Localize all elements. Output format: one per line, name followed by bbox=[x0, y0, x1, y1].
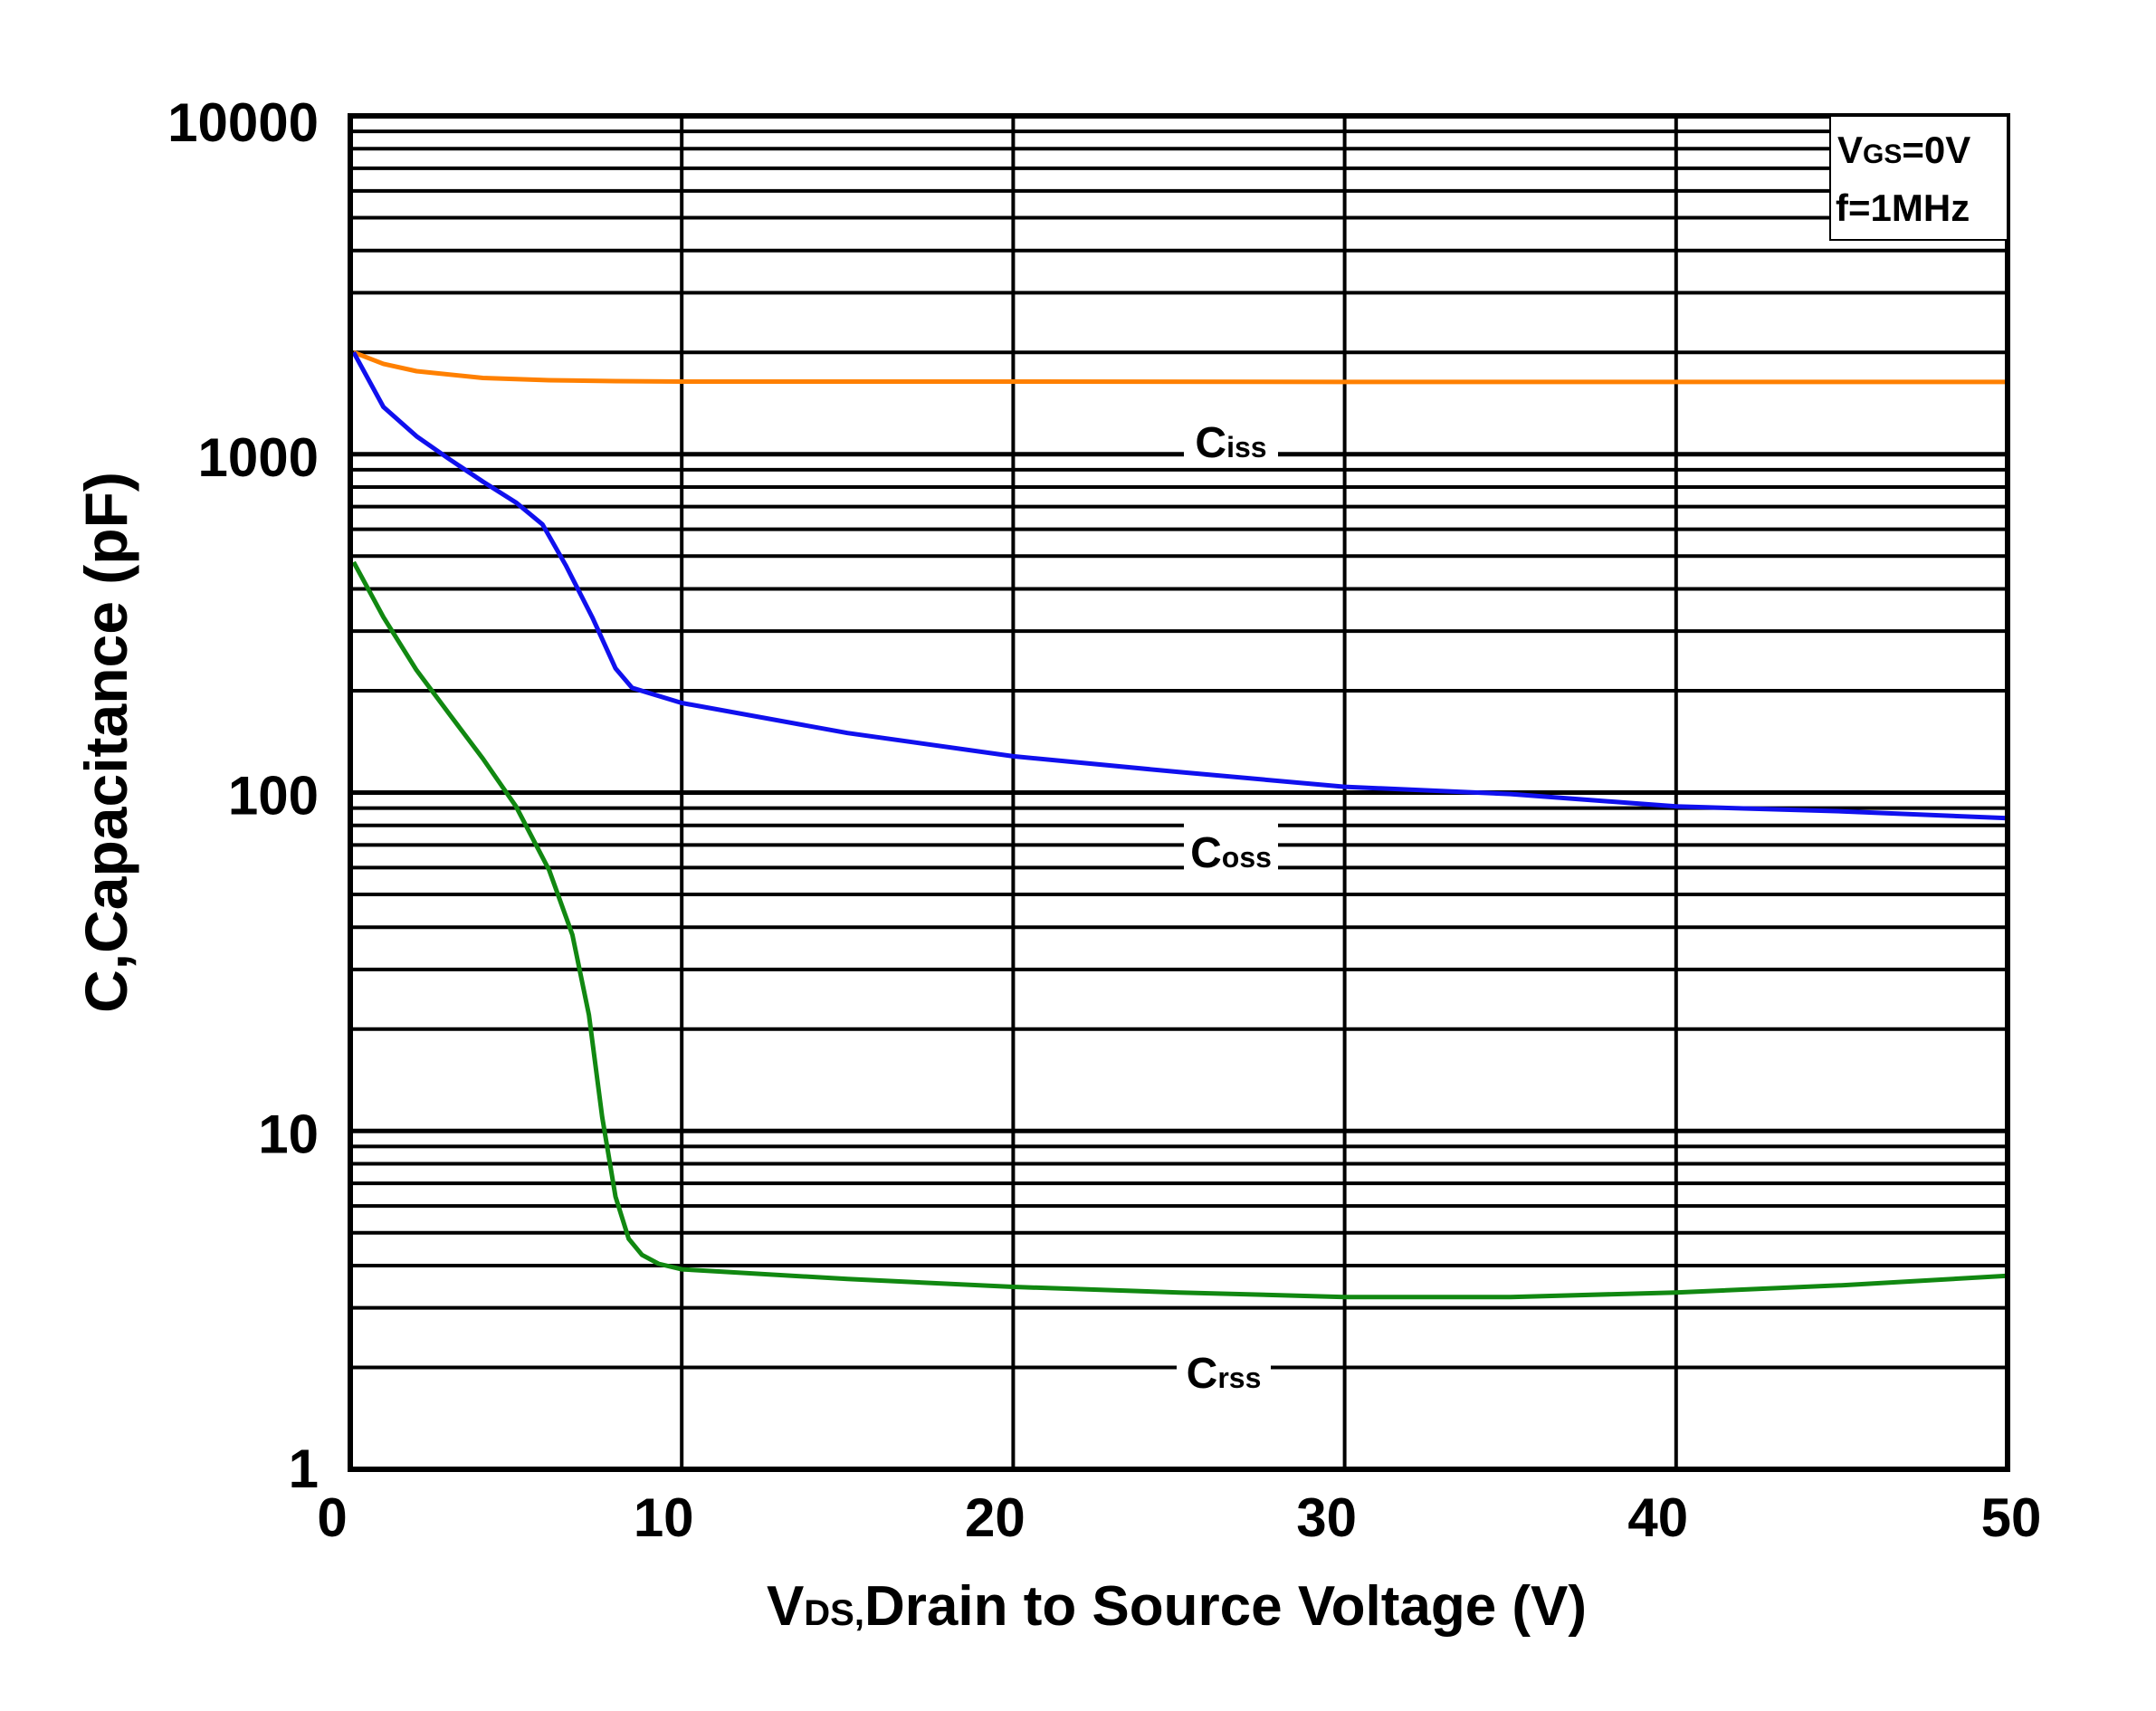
y-tick-label: 1 bbox=[289, 1439, 319, 1499]
series-line-coss bbox=[351, 351, 2008, 821]
x-axis-title: VDS,Drain to Source Voltage (V) bbox=[767, 1575, 1587, 1638]
conditions-line2: f=1MHz bbox=[1836, 186, 1970, 229]
y-tick-label: 10 bbox=[258, 1104, 319, 1164]
series-label-ciss: Ciss bbox=[1195, 419, 1266, 467]
y-tick-label: 1000 bbox=[198, 427, 319, 488]
grid bbox=[348, 116, 2009, 1472]
series-label-bg bbox=[1177, 1341, 1271, 1397]
x-tick-label: 50 bbox=[1981, 1487, 2042, 1548]
x-tick-label: 40 bbox=[1627, 1487, 1688, 1548]
conditions-box: VGS=0V f=1MHz bbox=[1829, 115, 2008, 241]
x-axis-title-main: V bbox=[767, 1575, 804, 1638]
series-label-main: C bbox=[1195, 419, 1226, 467]
y-tick-label: 10000 bbox=[167, 92, 319, 153]
series-label-bg bbox=[1184, 410, 1278, 466]
series-lines bbox=[351, 349, 2008, 1300]
x-tick-label: 10 bbox=[634, 1487, 694, 1548]
y-tick-label: 100 bbox=[228, 766, 319, 827]
conditions-line1-rest: =0V bbox=[1902, 129, 1970, 171]
series-label-bg bbox=[1184, 820, 1278, 876]
x-tick-label: 20 bbox=[965, 1487, 1026, 1548]
series-label-coss: Coss bbox=[1190, 829, 1272, 877]
series-line-ciss bbox=[352, 349, 2008, 385]
x-tick-label: 0 bbox=[317, 1487, 347, 1548]
x-axis-title-sub: DS, bbox=[804, 1593, 864, 1633]
series-line-crss bbox=[351, 560, 2008, 1300]
tick-labels: 1 10 100 1000 10000 0 10 20 30 40 50 bbox=[167, 92, 2041, 1548]
conditions-line1-main: V bbox=[1837, 129, 1863, 171]
series-label-sub: iss bbox=[1226, 431, 1266, 464]
x-axis-title-rest: Drain to Source Voltage (V) bbox=[864, 1575, 1587, 1638]
plot-frame bbox=[348, 113, 2010, 1472]
svg-text:VGS=0V: VGS=0V bbox=[1837, 129, 1970, 171]
series-label-main: C bbox=[1187, 1350, 1218, 1398]
series-label-sub: oss bbox=[1222, 841, 1272, 874]
conditions-line1-sub: GS bbox=[1863, 139, 1902, 169]
series-label-crss: Crss bbox=[1187, 1350, 1262, 1398]
y-axis-title: C,Capacitance (pF) bbox=[72, 472, 139, 1013]
series-label-main: C bbox=[1190, 829, 1222, 877]
x-tick-label: 30 bbox=[1296, 1487, 1357, 1548]
series-label-sub: rss bbox=[1217, 1362, 1261, 1394]
